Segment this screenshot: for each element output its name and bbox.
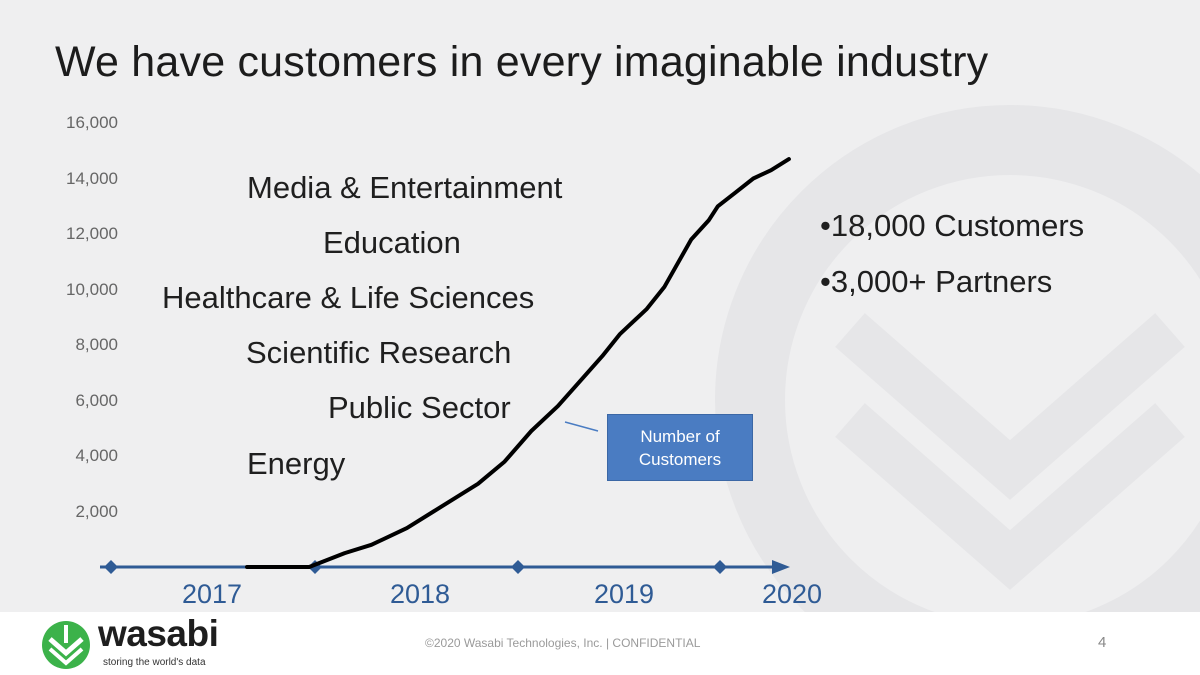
- y-tick-label: 2,000: [75, 501, 118, 521]
- x-axis-marker: [104, 560, 118, 574]
- x-tick-label: 2019: [593, 579, 655, 609]
- slide-background: [0, 0, 1200, 612]
- industry-label: Education: [323, 225, 461, 260]
- wasabi-logo-icon: [42, 621, 90, 669]
- stat-customers: •18,000 Customers: [820, 208, 1085, 243]
- industry-label: Healthcare & Life Sciences: [162, 280, 535, 315]
- x-tick-label: 2018: [389, 579, 451, 609]
- customer-count-line: [245, 157, 791, 569]
- y-tick-label: 10,000: [66, 279, 118, 299]
- x-axis-marker: [511, 560, 525, 574]
- y-tick-label: 12,000: [66, 224, 118, 243]
- y-tick-label: 6,000: [75, 390, 118, 410]
- industry-label: Public Sector: [328, 390, 511, 425]
- logo-tagline: storing the world's data: [103, 657, 206, 668]
- x-axis-marker: [713, 560, 727, 574]
- footer-confidential: ©2020 Wasabi Technologies, Inc. | CONFID…: [425, 636, 701, 650]
- y-tick-label: 16,000: [66, 113, 118, 132]
- wasabi-logo-wordmark: wasabi: [98, 613, 219, 654]
- y-tick-label: 8,000: [75, 335, 118, 354]
- callout-leader: [564, 421, 599, 432]
- customer-growth-chart: [100, 157, 791, 574]
- stat-partners: •3,000+ Partners: [820, 264, 1053, 299]
- x-tick-label: 2017: [181, 579, 243, 609]
- x-axis-arrow: [772, 560, 790, 574]
- slide-title: We have customers in every imaginable in…: [55, 38, 989, 86]
- industry-label: Scientific Research: [246, 335, 512, 370]
- industry-label: Energy: [247, 446, 346, 481]
- industry-label: Media & Entertainment: [247, 170, 563, 205]
- y-tick-label: 4,000: [75, 446, 118, 465]
- y-tick-label: 14,000: [66, 168, 118, 188]
- x-tick-label: 2020: [761, 579, 823, 609]
- page-number: 4: [1098, 634, 1107, 651]
- callout-box: Number of Customers: [607, 414, 753, 481]
- logo-watermark: [0, 0, 1200, 612]
